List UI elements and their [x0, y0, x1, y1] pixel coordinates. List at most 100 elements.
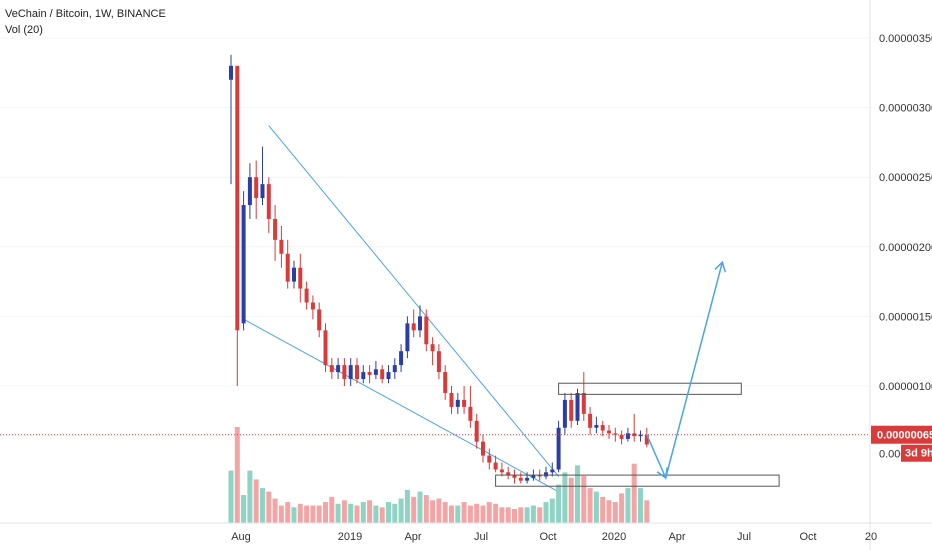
candle — [644, 427, 649, 448]
volume-bar — [316, 505, 322, 523]
candle — [247, 163, 252, 219]
candle — [424, 309, 429, 352]
price-axis[interactable]: 0.00000350 0.00000300 0.00000250 0.00000200… — [879, 33, 932, 393]
candle — [361, 365, 366, 384]
volume-bar — [568, 477, 574, 523]
price-tick-label: 0.00000250 — [879, 172, 932, 184]
arrow-head-up — [714, 260, 727, 273]
volume-bar — [354, 505, 360, 523]
volume-bar — [335, 503, 341, 523]
candle — [285, 239, 290, 289]
time-tick-label: Jul — [474, 531, 488, 543]
volume-bar — [575, 465, 580, 523]
volume-bar — [234, 427, 240, 523]
volume-bar — [467, 505, 473, 523]
candle — [449, 386, 454, 414]
candle — [418, 305, 422, 338]
volume-bar — [341, 500, 347, 523]
chart-legend-volume: Vol (20) — [5, 24, 43, 36]
resistance-zone-box[interactable] — [558, 382, 742, 395]
volume-bar — [398, 498, 404, 523]
candle — [323, 323, 328, 373]
volume-bar — [411, 496, 417, 523]
volume-bar — [272, 498, 278, 523]
volume-bar — [619, 493, 625, 523]
price-tick-label: 0.00000300 — [879, 103, 932, 115]
volume-bar — [593, 491, 599, 523]
candle-layer — [229, 54, 649, 484]
price-tick-label: 0.00000200 — [879, 242, 932, 254]
price-tick-label: 0.00000150 — [879, 311, 932, 323]
candle — [405, 316, 410, 359]
candle — [436, 344, 441, 380]
candle — [304, 281, 309, 310]
volume-bar — [430, 500, 436, 523]
candle — [380, 365, 385, 384]
time-tick-label: Apr — [404, 531, 421, 543]
last-price-badge-text: 0.00000065 — [877, 430, 932, 442]
candle — [512, 469, 517, 484]
volume-bar — [247, 470, 253, 523]
candle — [241, 191, 246, 331]
volume-bar — [556, 484, 562, 523]
candle — [506, 466, 511, 480]
candle — [373, 360, 378, 380]
projection-arrow[interactable] — [646, 261, 724, 481]
annotation-layer — [495, 260, 780, 487]
price-badges: 0.000 0.00000065 3d 9h — [0, 425, 932, 462]
candle — [430, 337, 435, 366]
volume-bar — [461, 502, 467, 523]
candle — [594, 416, 599, 434]
candle — [266, 177, 271, 233]
support-zone-box[interactable] — [495, 474, 780, 487]
volume-bar — [310, 505, 316, 523]
volume-bar — [417, 491, 423, 523]
volume-bar — [291, 507, 297, 523]
arrow-head-down — [656, 467, 668, 480]
time-axis[interactable]: Aug 2019 Apr Jul Oct 2020 Apr Jul Oct 20 — [231, 531, 877, 543]
volume-layer — [228, 427, 650, 523]
candle — [562, 392, 567, 435]
volume-bar — [581, 475, 587, 523]
candle — [569, 392, 574, 428]
candle — [254, 160, 259, 219]
candle — [399, 344, 404, 373]
volume-bar — [631, 463, 637, 523]
candle — [581, 372, 586, 421]
volume-bar — [562, 472, 568, 523]
candle — [355, 358, 359, 384]
candle — [481, 434, 485, 463]
volume-bar — [549, 498, 555, 523]
volume-bar — [638, 488, 643, 523]
volume-bar — [530, 505, 536, 523]
volume-bar — [379, 507, 385, 523]
candle — [443, 365, 448, 400]
price-tick-label-partial: 0.000 — [879, 449, 907, 461]
upper-trendline[interactable] — [268, 125, 559, 477]
volume-bar — [600, 496, 606, 523]
volume-bar — [518, 507, 524, 523]
candle — [493, 455, 498, 473]
candle — [474, 413, 479, 449]
candle — [468, 386, 473, 428]
candle — [518, 472, 523, 484]
volume-bar — [493, 503, 499, 523]
candle — [455, 392, 460, 414]
volume-bar — [323, 502, 328, 523]
candle — [607, 424, 611, 439]
candle — [342, 358, 347, 386]
volume-bar — [524, 507, 530, 523]
candle — [411, 309, 416, 338]
lower-trendline[interactable] — [243, 318, 559, 493]
volume-bar — [474, 503, 480, 523]
time-tick-label: Jul — [737, 531, 751, 543]
volume-bar — [644, 500, 650, 523]
volume-bar — [297, 503, 303, 523]
candle — [525, 472, 530, 484]
volume-bar — [606, 500, 612, 523]
volume-bar — [543, 502, 549, 523]
candle — [329, 358, 334, 380]
volume-bar — [253, 479, 259, 523]
candle — [392, 358, 397, 380]
